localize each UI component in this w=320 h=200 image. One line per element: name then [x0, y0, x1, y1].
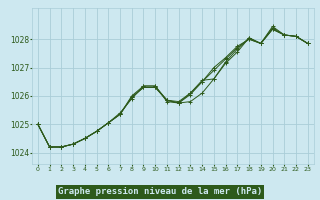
Text: Graphe pression niveau de la mer (hPa): Graphe pression niveau de la mer (hPa) [58, 188, 262, 196]
